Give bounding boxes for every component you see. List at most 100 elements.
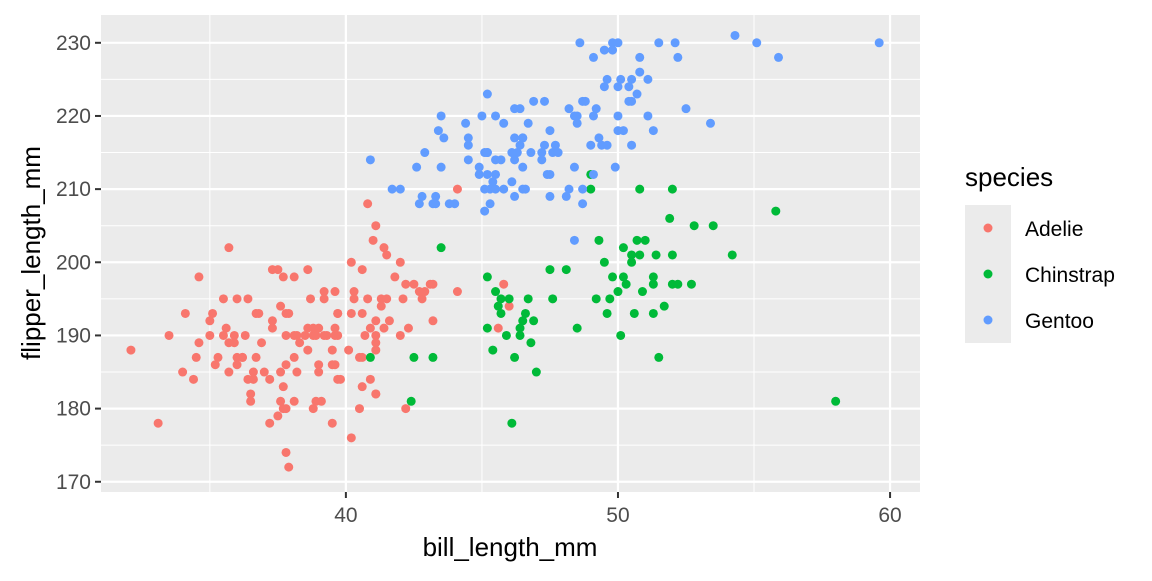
x-tick-label: 60 [878, 504, 901, 527]
data-point-chinstrap [406, 396, 416, 406]
data-point-chinstrap [627, 250, 637, 260]
data-point-gentoo [537, 155, 547, 165]
data-point-chinstrap [616, 330, 626, 340]
data-point-adelie [126, 345, 136, 355]
data-point-adelie [254, 308, 264, 318]
data-point-chinstrap [591, 294, 601, 304]
data-point-gentoo [627, 140, 637, 150]
data-point-gentoo [463, 140, 473, 150]
data-point-gentoo [586, 140, 596, 150]
data-point-gentoo [507, 148, 517, 158]
data-point-adelie [221, 323, 231, 333]
data-point-adelie [349, 287, 359, 297]
data-point-adelie [346, 257, 356, 267]
data-point-adelie [218, 330, 228, 340]
data-point-gentoo [529, 96, 539, 106]
data-point-chinstrap [648, 279, 658, 289]
data-point-adelie [379, 323, 389, 333]
data-point-gentoo [436, 111, 446, 121]
data-point-adelie [303, 345, 313, 355]
data-point-chinstrap [627, 257, 637, 267]
data-point-adelie [232, 294, 242, 304]
data-point-gentoo [575, 38, 585, 48]
data-point-gentoo [461, 118, 471, 128]
data-point-chinstrap [545, 265, 555, 275]
data-point-adelie [224, 367, 234, 377]
data-point-adelie [224, 338, 234, 348]
data-point-gentoo [365, 155, 375, 165]
data-point-gentoo [670, 38, 680, 48]
data-point-adelie [276, 367, 286, 377]
data-point-adelie [333, 330, 343, 340]
data-point-adelie [346, 433, 356, 443]
data-point-gentoo [545, 126, 555, 136]
data-point-gentoo [474, 162, 484, 172]
data-point-gentoo [431, 199, 441, 209]
data-point-gentoo [774, 52, 784, 62]
data-point-chinstrap [618, 272, 628, 282]
data-point-gentoo [387, 184, 397, 194]
data-point-adelie [267, 316, 277, 326]
data-point-chinstrap [635, 184, 645, 194]
data-point-gentoo [550, 140, 560, 150]
data-point-adelie [265, 374, 275, 384]
data-point-chinstrap [632, 235, 642, 245]
data-point-adelie [319, 294, 329, 304]
data-point-gentoo [627, 74, 637, 84]
data-point-gentoo [474, 169, 484, 179]
data-point-chinstrap [637, 287, 647, 297]
data-point-gentoo [436, 162, 446, 172]
data-point-adelie [409, 279, 419, 289]
data-point-adelie [248, 367, 258, 377]
data-point-adelie [346, 308, 356, 318]
data-point-chinstrap [496, 308, 506, 318]
data-point-adelie [189, 374, 199, 384]
data-point-chinstrap [518, 316, 528, 326]
data-point-chinstrap [428, 352, 438, 362]
data-point-chinstrap [686, 279, 696, 289]
data-point-gentoo [643, 74, 653, 84]
data-point-adelie [493, 323, 503, 333]
data-point-gentoo [485, 199, 495, 209]
data-point-chinstrap [482, 323, 492, 333]
data-point-adelie [229, 330, 239, 340]
data-point-gentoo [599, 45, 609, 55]
data-point-adelie [395, 257, 405, 267]
data-point-gentoo [433, 126, 443, 136]
data-point-adelie [371, 330, 381, 340]
data-point-adelie [371, 221, 381, 231]
x-tick-label: 50 [606, 504, 629, 527]
data-point-adelie [284, 462, 294, 472]
data-point-gentoo [648, 126, 658, 136]
data-point-chinstrap [635, 250, 645, 260]
data-point-gentoo [632, 89, 642, 99]
data-point-adelie [281, 447, 291, 457]
data-point-gentoo [444, 199, 454, 209]
data-point-adelie [248, 374, 258, 384]
data-point-adelie [273, 265, 283, 275]
data-point-chinstrap [523, 294, 533, 304]
data-point-gentoo [624, 96, 634, 106]
legend: species Adelie Chinstrap Gentoo [965, 162, 1115, 343]
data-point-adelie [376, 301, 386, 311]
data-point-adelie [273, 411, 283, 421]
data-point-gentoo [705, 118, 715, 128]
data-point-gentoo [564, 104, 574, 114]
data-point-chinstrap [654, 352, 664, 362]
data-point-gentoo [488, 177, 498, 187]
data-point-gentoo [482, 169, 492, 179]
data-point-adelie [278, 382, 288, 392]
data-point-gentoo [635, 67, 645, 77]
data-point-chinstrap [561, 265, 571, 275]
data-point-adelie [205, 330, 215, 340]
data-point-gentoo [610, 162, 620, 172]
data-point-gentoo [874, 38, 884, 48]
legend-label: Chinstrap [1025, 264, 1115, 287]
data-point-adelie [401, 279, 411, 289]
data-point-adelie [354, 404, 364, 414]
data-point-gentoo [482, 89, 492, 99]
data-point-gentoo [578, 184, 588, 194]
data-point-chinstrap [708, 221, 718, 231]
data-point-chinstrap [515, 323, 525, 333]
